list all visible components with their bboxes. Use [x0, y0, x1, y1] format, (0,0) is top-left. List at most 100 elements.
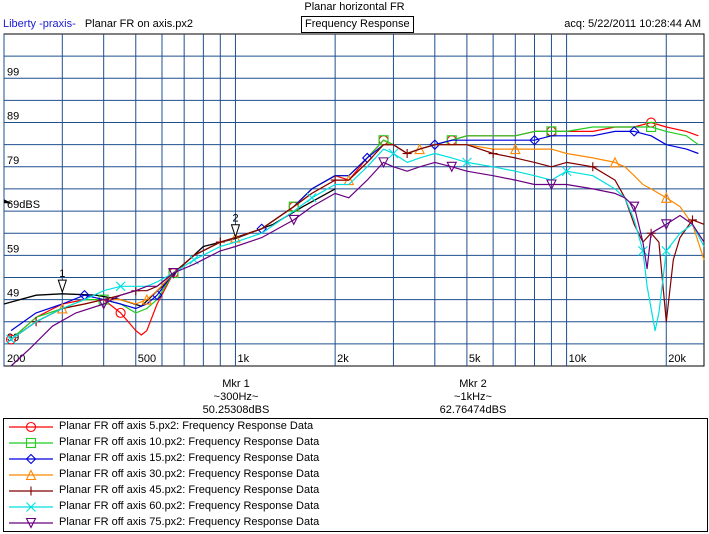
x-tick-label: 1k	[237, 353, 249, 365]
series-marker-diamond	[628, 126, 640, 137]
marker-1-value: 50.25308dBS	[202, 404, 270, 416]
series-marker-x	[115, 281, 126, 292]
series-marker-x	[462, 157, 472, 168]
x-tick-label: 500	[138, 353, 156, 365]
y-tick-label: 79	[7, 155, 19, 167]
legend-label: Planar FR off axis 45.px2: Frequency Res…	[59, 484, 320, 496]
series-marker-x	[561, 166, 572, 177]
series-marker-circle	[5, 334, 17, 345]
grid	[3, 34, 704, 366]
marker-2-frequency: ~1kHz~	[454, 391, 492, 403]
series-marker-square	[646, 121, 657, 133]
marker-2-label: Mkr 2	[459, 378, 487, 390]
series-marker-triangle-down	[446, 161, 458, 173]
legend-label: Planar FR off axis 15.px2: Frequency Res…	[59, 452, 320, 464]
legend-entry[interactable]: Planar FR off axis 30.px2: Frequency Res…	[4, 467, 704, 483]
series-marker-triangle-down	[628, 201, 640, 213]
series-marker-circle	[25, 421, 37, 433]
series-marker-triangle	[25, 469, 37, 481]
legend-swatch-icon	[9, 453, 53, 465]
series-marker-x	[26, 502, 36, 512]
series-marker-plus	[215, 237, 225, 247]
legend-swatch-icon	[9, 502, 53, 512]
legend-label: Planar FR off axis 75.px2: Frequency Res…	[59, 516, 320, 528]
x-tick-label: 5k	[469, 353, 481, 365]
marker-1-readout: Mkr 1 ~300Hz~ 50.25308dBS	[171, 378, 301, 417]
legend-label: Planar FR off axis 5.px2: Frequency Resp…	[59, 420, 314, 432]
y-tick-label: 99	[7, 66, 19, 78]
legend-swatch-icon	[9, 421, 53, 433]
series-marker-square	[25, 437, 37, 449]
series-marker-circle	[115, 307, 126, 318]
series-line	[10, 148, 705, 340]
legend-entry[interactable]: Planar FR off axis 5.px2: Frequency Resp…	[4, 419, 704, 435]
legend-label: Planar FR off axis 10.px2: Frequency Res…	[59, 436, 320, 448]
chart-markers: 12	[57, 213, 241, 294]
series-marker-diamond	[429, 139, 441, 150]
marker-1-label: Mkr 1	[222, 378, 250, 390]
series-marker-triangle-down	[168, 267, 179, 279]
y-tick-label: 89	[7, 111, 19, 123]
series-marker-triangle-down	[25, 517, 37, 529]
x-tick-label: 2k	[337, 353, 349, 365]
legend-swatch-icon	[9, 469, 53, 481]
series-marker-triangle-down	[546, 179, 557, 191]
series-marker-triangle-down	[660, 219, 672, 231]
acquisition-timestamp: acq: 5/22/2011 10:28:44 AM	[564, 18, 701, 30]
marker-1-tag: 1	[59, 268, 65, 280]
legend-swatch-icon	[9, 437, 53, 449]
marker-2-tag: 2	[232, 213, 238, 225]
series-marker-x	[661, 246, 672, 256]
series-marker-plus	[588, 162, 598, 172]
legend-entry[interactable]: Planar FR off axis 60.px2: Frequency Res…	[4, 499, 704, 515]
x-tick-label: 10k	[569, 353, 587, 365]
series-line	[10, 130, 699, 332]
legend-entry[interactable]: Planar FR off axis 10.px2: Frequency Res…	[4, 435, 704, 451]
series-marker-triangle	[660, 192, 672, 203]
app-line: Liberty -praxis- Planar FR on axis.px2	[3, 18, 193, 30]
reference-level-arrow-icon	[4, 199, 12, 204]
series-marker-triangle	[414, 143, 426, 155]
series-marker-x	[638, 246, 648, 256]
series-marker-plus	[330, 175, 340, 185]
x-tick-label: 20k	[668, 353, 686, 365]
app-name: Liberty -praxis-	[3, 18, 76, 30]
legend[interactable]: Planar FR off axis 5.px2: Frequency Resp…	[3, 418, 708, 532]
series-line	[10, 126, 699, 340]
series-marker-triangle	[609, 156, 621, 168]
window-title: Planar horizontal FR	[304, 1, 405, 13]
series-marker-plus	[26, 486, 36, 496]
legend-swatch-icon	[9, 486, 53, 496]
series-marker-triangle-down	[98, 298, 110, 310]
plot-frame	[3, 33, 705, 367]
series-marker-triangle-down	[288, 214, 300, 226]
series-marker-x	[6, 334, 16, 345]
series-marker-triangle	[509, 143, 521, 155]
series-marker-plus	[402, 149, 412, 159]
marker-2-readout: Mkr 2 ~1kHz~ 62.76474dBS	[408, 378, 538, 417]
series-marker-triangle-down	[378, 157, 389, 169]
series-7	[10, 157, 705, 367]
legend-label: Planar FR off axis 30.px2: Frequency Res…	[59, 468, 320, 480]
legend-label: Planar FR off axis 60.px2: Frequency Res…	[59, 500, 320, 512]
y-tick-label: 49	[7, 288, 19, 300]
legend-entry[interactable]: Planar FR off axis 45.px2: Frequency Res…	[4, 483, 704, 499]
marker-1-icon	[57, 279, 68, 294]
legend-entry[interactable]: Planar FR off axis 75.px2: Frequency Res…	[4, 515, 704, 531]
legend-entry[interactable]: Planar FR off axis 15.px2: Frequency Res…	[4, 451, 704, 467]
series-marker-diamond	[25, 453, 37, 465]
series-lines	[5, 117, 705, 367]
series-marker-diamond	[529, 134, 540, 146]
series-line	[10, 161, 705, 367]
reference-line	[3, 188, 336, 307]
series-marker-x	[388, 148, 399, 159]
series-marker-plus	[687, 215, 697, 225]
chart-title[interactable]: Frequency Response	[301, 16, 414, 33]
marker-2-value: 62.76474dBS	[439, 404, 507, 416]
legend-swatch-icon	[9, 517, 53, 529]
series-marker-triangle	[141, 293, 153, 305]
y-tick-label: 69dBS	[7, 199, 40, 211]
marker-1-frequency: ~300Hz~	[213, 391, 259, 403]
